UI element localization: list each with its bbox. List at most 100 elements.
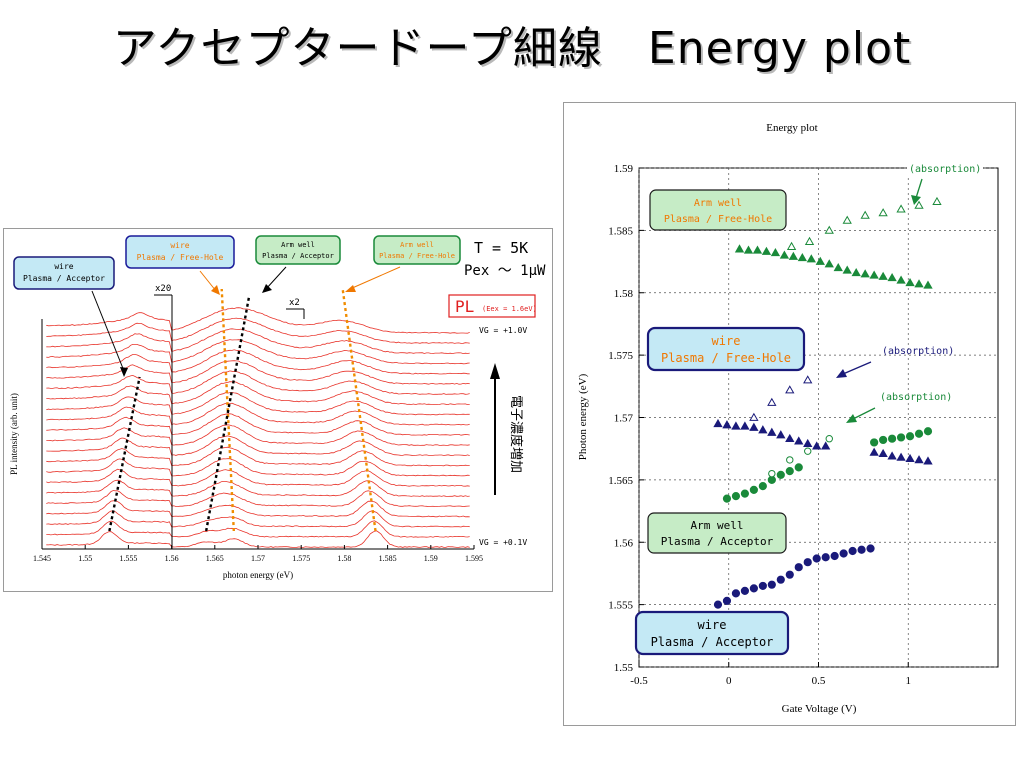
energy-plot-panel: Energy plot 1.55 1.555 1.56 1.565 1.57 1.575 1… xyxy=(563,102,1016,726)
svg-text:Arm well: Arm well xyxy=(400,241,434,249)
pl-x-tick-label: 1.58 xyxy=(337,554,351,563)
pl-spectrum-line xyxy=(46,500,470,518)
ep-data-point xyxy=(878,448,888,458)
ep-data-point xyxy=(839,549,848,558)
ep-x-tick-label: 1 xyxy=(906,675,912,687)
ep-x-tick-label: -0.5 xyxy=(630,675,648,687)
ep-data-point xyxy=(896,204,906,213)
pl-spectrum-line xyxy=(46,392,470,416)
pl-spectrum-line xyxy=(46,435,470,457)
leader-wire-freehole xyxy=(199,270,217,292)
pl-temperature: T = 5K xyxy=(474,239,528,257)
ep-data-point xyxy=(788,251,799,260)
ep-data-point xyxy=(785,385,795,394)
pl-x-ticks: 1.545 1.55 1.555 1.56 1.565 1.57 1.575 1.58 1.58… xyxy=(33,545,483,563)
pl-spectrum-line xyxy=(46,530,470,548)
ep-absorption-armwell-arrowhead xyxy=(846,414,857,423)
ep-data-point xyxy=(804,236,815,245)
ep-data-point xyxy=(786,456,794,464)
svg-text:Plasma / Free-Hole: Plasma / Free-Hole xyxy=(664,214,772,225)
svg-text:Arm well: Arm well xyxy=(281,241,315,249)
label-armwell-acceptor: Arm well Plasma / Acceptor xyxy=(255,235,341,265)
ep-data-point xyxy=(887,434,897,443)
ep-data-point xyxy=(740,421,750,430)
ep-data-point xyxy=(815,256,825,265)
pl-peak-track xyxy=(204,294,251,532)
pl-spectrum-line xyxy=(46,328,470,355)
ep-absorption-wire: (absorption) xyxy=(882,346,954,357)
svg-text:wire: wire xyxy=(54,262,73,271)
pl-vg-top: VG = +1.0V xyxy=(479,326,527,335)
pl-x-tick-label: 1.595 xyxy=(465,554,483,563)
ep-data-point xyxy=(914,200,924,209)
pl-spectrum-line xyxy=(46,349,470,375)
ep-data-point xyxy=(797,253,808,262)
pl-spectrum-line xyxy=(46,360,470,385)
ep-y-tick-label: 1.575 xyxy=(608,350,633,362)
pl-x-tick-label: 1.545 xyxy=(33,554,51,563)
ep-y-tick-label: 1.56 xyxy=(614,537,634,549)
ep-data-point xyxy=(749,412,759,421)
ep-data-point xyxy=(740,489,750,498)
ep-data-point xyxy=(749,485,758,494)
energy-plot-ticks: 1.55 1.555 1.56 1.565 1.57 1.575 1.58 1.585 1.59… xyxy=(608,163,911,687)
pl-spectrum-line xyxy=(46,402,470,426)
ep-absorption-top: (absorption) xyxy=(909,164,981,175)
energy-plot-points xyxy=(713,196,942,609)
ep-data-point xyxy=(767,397,777,406)
svg-text:Plasma / Acceptor: Plasma / Acceptor xyxy=(262,252,334,260)
leader-wire-acceptor-head xyxy=(120,367,128,377)
leader-wire-acceptor xyxy=(91,290,125,372)
svg-text:Plasma / Free-Hole: Plasma / Free-Hole xyxy=(379,252,455,260)
ep-data-point xyxy=(851,267,861,277)
ep-data-point xyxy=(794,563,803,572)
pl-spectrum-line xyxy=(46,468,470,487)
ep-data-point xyxy=(879,435,888,445)
ep-y-tick-label: 1.59 xyxy=(614,163,634,175)
ep-data-point xyxy=(794,436,804,445)
ep-data-point xyxy=(722,420,732,429)
ep-data-point xyxy=(914,455,924,464)
ep-label-wire-freehole: wire Plasma / Free-Hole xyxy=(646,326,806,372)
label-armwell-freehole: Arm well Plasma / Free-Hole xyxy=(373,235,461,265)
ep-data-point xyxy=(857,545,866,554)
svg-text:Plasma / Free-Hole: Plasma / Free-Hole xyxy=(661,351,791,365)
ep-label-armwell-acceptor: Arm well Plasma / Acceptor xyxy=(647,512,787,554)
ep-y-tick-label: 1.55 xyxy=(614,662,634,674)
ep-data-point xyxy=(758,482,767,491)
ep-x-tick-label: 0 xyxy=(726,675,732,687)
ep-data-point xyxy=(804,447,812,455)
ep-data-point xyxy=(803,558,812,567)
ep-data-point xyxy=(842,215,852,224)
pl-x-tick-label: 1.57 xyxy=(251,554,265,563)
pl-x-tick-label: 1.585 xyxy=(379,554,397,563)
ep-data-point xyxy=(794,463,803,472)
energy-plot-y-label: Photon energy (eV) xyxy=(577,373,589,460)
pl-spectrum-line xyxy=(46,458,470,477)
label-wire-freehole: wire Plasma / Free-Hole xyxy=(125,235,235,269)
electron-density-label: 電子濃度増加 xyxy=(509,395,524,473)
ep-data-point xyxy=(749,422,759,431)
ep-data-point xyxy=(785,433,795,443)
pl-x-tick-label: 1.59 xyxy=(424,554,438,563)
ep-absorption-top-arrow xyxy=(915,178,923,199)
pl-tag-box xyxy=(448,294,536,318)
ep-data-point xyxy=(752,245,763,254)
ep-absorption-top-arrowhead xyxy=(911,195,921,205)
ep-data-point xyxy=(848,546,857,556)
ep-absorption-top-bg xyxy=(907,161,983,175)
ep-data-point xyxy=(905,432,915,441)
electron-density-arrowhead xyxy=(490,363,500,379)
ep-absorption-wire-arrowhead xyxy=(836,369,847,378)
ep-y-tick-label: 1.585 xyxy=(608,225,633,237)
pl-spectrum-line xyxy=(46,381,470,406)
ep-data-point xyxy=(767,427,777,436)
svg-text:Plasma / Free-Hole: Plasma / Free-Hole xyxy=(137,253,224,262)
ep-data-point xyxy=(896,452,906,461)
ep-data-point xyxy=(779,250,790,259)
ep-label-armwell-freehole: Arm well Plasma / Free-Hole xyxy=(649,189,787,231)
ep-label-wire-acceptor: wire Plasma / Acceptor xyxy=(634,610,790,656)
pl-excitation-energy: (Eex = 1.6eV) xyxy=(482,305,537,313)
pl-vg-bottom: VG = +0.1V xyxy=(479,538,527,547)
ep-data-point xyxy=(758,425,768,434)
